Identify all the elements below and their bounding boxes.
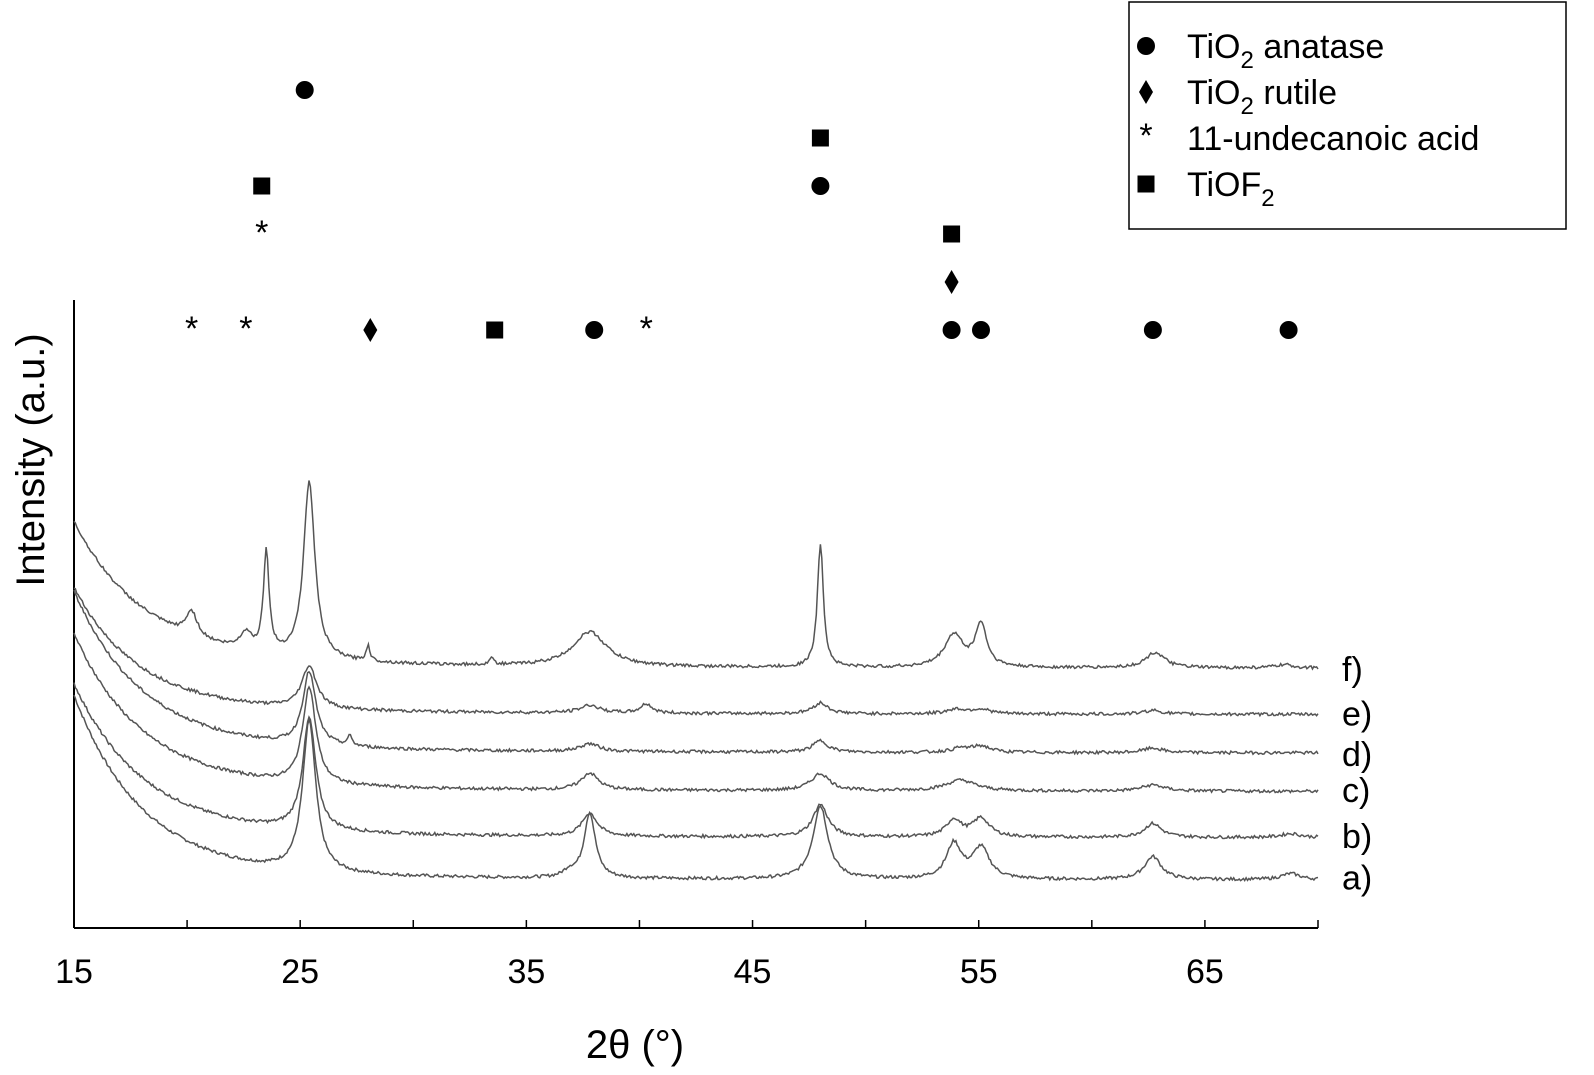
legend-entry: TiO2 rutile	[1187, 74, 1337, 120]
legend-square-icon	[1137, 175, 1155, 193]
legend-circle-icon	[1137, 37, 1155, 55]
anatase-marker	[585, 321, 604, 339]
legend-entry: TiOF2	[1187, 166, 1275, 212]
anatase-marker	[1143, 321, 1162, 339]
series-label: f)	[1342, 651, 1363, 689]
series-label: a)	[1342, 860, 1372, 898]
y-axis-title: Intensity (a.u.)	[9, 333, 53, 586]
series-curves	[73, 480, 1319, 882]
legend-entry: TiO2 anatase	[1187, 28, 1384, 74]
series-line	[73, 480, 1319, 671]
anatase-marker	[942, 321, 961, 339]
series-label: e)	[1342, 696, 1372, 734]
series-line	[73, 682, 1319, 840]
series-line	[73, 589, 1319, 756]
legend-diamond-icon	[1139, 80, 1153, 104]
legend-star-icon: *	[1139, 117, 1152, 155]
series-label: b)	[1342, 818, 1372, 856]
series-label: c)	[1342, 772, 1370, 810]
peak-markers: * * * *	[185, 81, 1298, 348]
series-line	[73, 632, 1319, 794]
x-tick-label: 55	[960, 953, 998, 991]
undecanoic-acid-marker: *	[239, 310, 252, 348]
x-ticks: 15 25 35 45 55 65	[55, 920, 1319, 991]
x-tick-label: 15	[55, 953, 93, 991]
tiof2-marker	[943, 225, 961, 243]
series-line	[73, 587, 1319, 718]
rutile-marker	[944, 270, 959, 294]
rutile-marker	[363, 318, 378, 342]
anatase-marker	[971, 321, 990, 339]
tiof2-marker	[811, 129, 829, 147]
legend-box	[1128, 1, 1567, 230]
anatase-marker	[811, 177, 830, 195]
x-tick-label: 45	[734, 953, 772, 991]
undecanoic-acid-marker: *	[185, 310, 198, 348]
undecanoic-acid-marker: *	[255, 214, 268, 252]
tiof2-marker	[486, 321, 504, 339]
anatase-marker	[295, 81, 314, 99]
x-tick-label: 65	[1186, 953, 1224, 991]
series-labels: a) b) c)d)e) f)	[1342, 651, 1372, 898]
series-line	[73, 694, 1319, 882]
anatase-marker	[1279, 321, 1298, 339]
x-axis-title: 2θ (°)	[586, 1023, 684, 1067]
axes	[73, 300, 1318, 929]
x-tick-label: 25	[281, 953, 319, 991]
undecanoic-acid-marker: *	[640, 310, 653, 348]
legend-entry: 11-undecanoic acid	[1187, 120, 1479, 158]
x-tick-label: 35	[507, 953, 545, 991]
series-label: d)	[1342, 736, 1372, 774]
tiof2-marker	[253, 177, 271, 195]
